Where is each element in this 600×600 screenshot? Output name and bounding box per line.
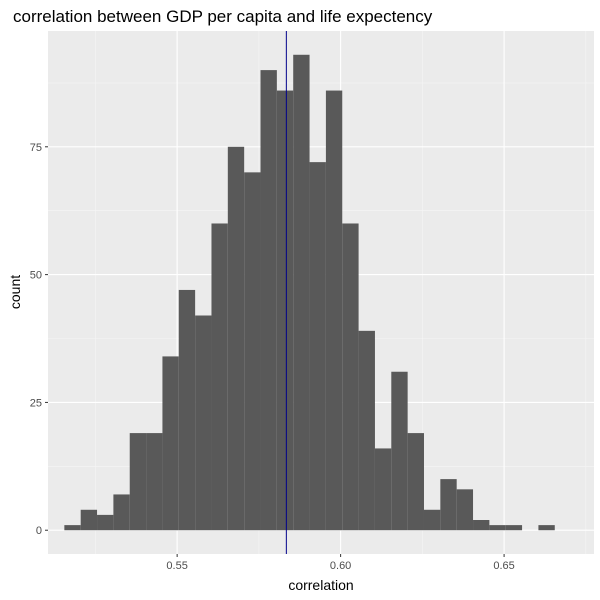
histogram-bar [80, 509, 98, 531]
histogram-bar [440, 479, 457, 531]
x-tick-label: 0.60 [330, 560, 351, 572]
histogram-bar [325, 90, 343, 531]
x-axis: 0.55 0.60 0.65 [166, 554, 515, 572]
y-tick-label: 0 [36, 525, 42, 537]
histogram-bar [489, 525, 506, 531]
histogram-bar [293, 54, 310, 531]
x-tick-label: 0.65 [493, 560, 514, 572]
histogram-bar [391, 371, 408, 531]
histogram-bar [97, 514, 114, 531]
histogram-bar [505, 525, 523, 531]
histogram-bar [276, 90, 294, 531]
y-tick-label: 25 [30, 397, 42, 409]
histogram-bars [64, 54, 555, 531]
histogram-bar [211, 223, 228, 531]
histogram-bar [146, 433, 163, 531]
histogram-bar [178, 289, 196, 531]
histogram-bar [244, 172, 261, 531]
histogram-bar [407, 433, 424, 531]
histogram-bar [64, 525, 81, 531]
histogram-bar [227, 146, 245, 531]
y-tick-label: 50 [30, 270, 42, 282]
y-axis-title: count [7, 275, 23, 309]
histogram-bar [473, 520, 490, 531]
x-axis-title: correlation [288, 577, 353, 593]
histogram-bar [538, 525, 555, 531]
histogram-bar [162, 356, 179, 531]
histogram-bar [423, 509, 441, 531]
histogram-bar [358, 330, 375, 531]
histogram-bar [195, 315, 212, 531]
chart-title: correlation between GDP per capita and l… [13, 7, 433, 26]
histogram-bar [309, 162, 326, 531]
histogram-bar [342, 223, 359, 531]
histogram-bar [456, 489, 474, 531]
histogram-bar [374, 448, 392, 531]
y-axis: 0 25 50 75 [30, 142, 48, 537]
histogram-bar [113, 494, 130, 531]
histogram-bar [129, 433, 147, 531]
x-tick-label: 0.55 [166, 560, 187, 572]
histogram-bar [260, 70, 277, 531]
y-tick-label: 75 [30, 142, 42, 154]
